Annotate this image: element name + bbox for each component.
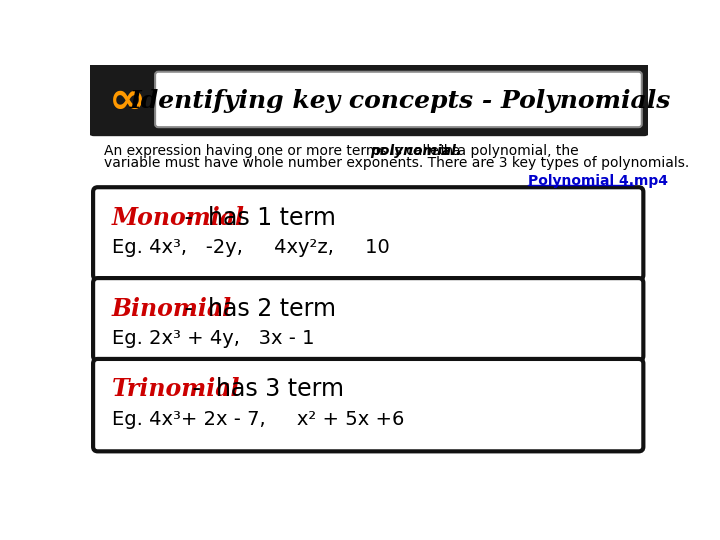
FancyBboxPatch shape (93, 359, 644, 451)
FancyBboxPatch shape (155, 72, 642, 127)
Text: variable must have whole number exponents. There are 3 key types of polynomials.: variable must have whole number exponent… (104, 156, 689, 170)
Text: An expression having one or more terms is called a: An expression having one or more terms i… (104, 144, 465, 158)
Text: Binomial: Binomial (112, 296, 232, 321)
Text: polynomial.: polynomial. (371, 144, 462, 158)
Text: -  has 2 term: - has 2 term (177, 296, 336, 321)
Text: Trinomial: Trinomial (112, 377, 240, 401)
Text: Monomial: Monomial (112, 206, 245, 230)
Text: ∞: ∞ (109, 79, 145, 122)
Text: -  has 1 term: - has 1 term (177, 206, 336, 230)
Text: Eg. 2x³ + 4y,   3x - 1: Eg. 2x³ + 4y, 3x - 1 (112, 329, 314, 348)
Text: Identifying key concepts - Polynomials: Identifying key concepts - Polynomials (130, 89, 671, 113)
Text: Eg. 4x³,   -2y,     4xy²z,     10: Eg. 4x³, -2y, 4xy²z, 10 (112, 238, 390, 257)
Text: In a polynomial, the: In a polynomial, the (436, 144, 578, 158)
FancyBboxPatch shape (93, 278, 644, 361)
FancyBboxPatch shape (93, 187, 644, 280)
Text: Eg. 4x³+ 2x - 7,     x² + 5x +6: Eg. 4x³+ 2x - 7, x² + 5x +6 (112, 410, 404, 429)
Text: -  has 3 term: - has 3 term (185, 377, 344, 401)
FancyBboxPatch shape (90, 65, 648, 134)
Text: Polynomial 4.mp4: Polynomial 4.mp4 (528, 174, 668, 188)
